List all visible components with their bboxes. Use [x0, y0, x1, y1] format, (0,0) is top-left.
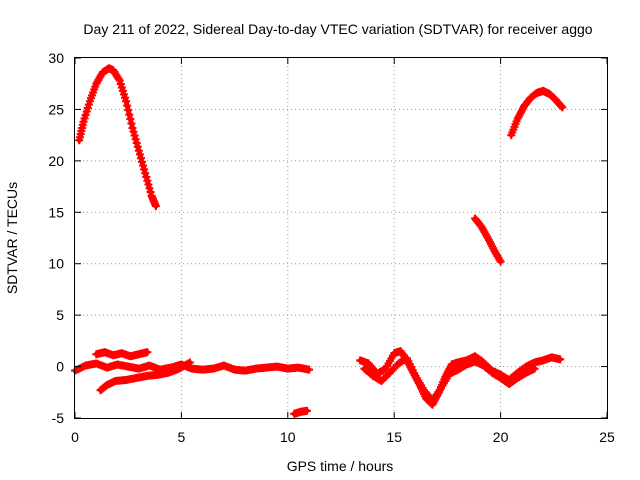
data-point	[130, 131, 139, 140]
data-point	[133, 142, 142, 151]
series-arc-high-2	[471, 214, 505, 266]
y-tick-label: 15	[48, 204, 64, 220]
data-point	[558, 103, 567, 112]
data-point	[185, 358, 194, 367]
data-point	[127, 119, 136, 128]
data-point	[530, 364, 539, 373]
series-arc-low-2	[92, 348, 152, 361]
x-tick-label: 0	[71, 429, 79, 445]
data-point	[143, 348, 152, 357]
data-point	[139, 161, 148, 170]
data-point	[302, 406, 311, 415]
y-tick-label: 0	[56, 359, 64, 375]
data-point	[142, 172, 151, 181]
data-point	[135, 150, 144, 159]
series-arc-high-3	[507, 86, 567, 140]
series-arc-low-4	[290, 406, 311, 418]
data-layer	[71, 64, 567, 418]
x-tick-label: 5	[178, 429, 186, 445]
data-point	[305, 365, 314, 374]
data-point	[126, 115, 135, 124]
data-point	[151, 202, 160, 211]
x-tick-label: 15	[386, 429, 402, 445]
data-point	[143, 176, 152, 185]
data-point	[131, 135, 140, 144]
x-axis-label: GPS time / hours	[287, 458, 394, 474]
x-tick-label: 25	[599, 429, 615, 445]
data-point	[146, 188, 155, 197]
y-tick-label: 20	[48, 153, 64, 169]
plot-frame	[74, 57, 608, 419]
data-point	[496, 257, 505, 266]
data-point	[129, 127, 138, 136]
data-point	[556, 355, 565, 364]
y-tick-label: 10	[48, 256, 64, 272]
data-point	[141, 169, 150, 178]
axis-ticks: 0 5 10 15 20 25 -5 0 5 10 15 20 25 30	[48, 50, 615, 445]
data-point	[557, 102, 566, 111]
y-tick-label: 30	[48, 50, 64, 66]
y-tick-label: -5	[52, 410, 65, 426]
y-tick-label: 25	[48, 101, 64, 117]
series-arc-low-3	[96, 358, 194, 395]
data-point	[125, 110, 134, 119]
data-point	[124, 106, 133, 115]
data-point	[134, 146, 143, 155]
data-point	[145, 184, 154, 193]
data-point	[132, 139, 141, 148]
data-point	[144, 180, 153, 189]
data-point	[128, 123, 137, 132]
data-point	[138, 157, 147, 166]
y-axis-label: SDTVAR / TECUs	[4, 182, 20, 294]
data-point	[140, 165, 149, 174]
x-tick-label: 10	[280, 429, 296, 445]
series-arc-high-1	[75, 64, 160, 211]
data-point	[123, 101, 132, 110]
y-tick-label: 5	[56, 307, 64, 323]
series-arc-low-6	[360, 354, 539, 405]
data-point	[136, 154, 145, 163]
x-tick-label: 20	[493, 429, 509, 445]
data-point	[122, 97, 131, 106]
chart-title: Day 211 of 2022, Sidereal Day-to-day VTE…	[83, 21, 592, 37]
